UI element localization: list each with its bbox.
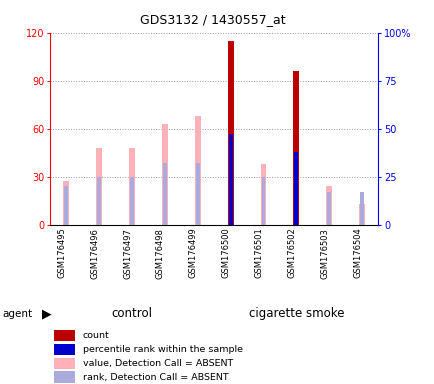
Bar xyxy=(163,163,167,225)
Text: control: control xyxy=(112,308,152,320)
Text: GSM176502: GSM176502 xyxy=(287,228,296,278)
Bar xyxy=(227,41,233,225)
Text: value, Detection Call = ABSENT: value, Detection Call = ABSENT xyxy=(82,359,232,367)
Text: GSM176501: GSM176501 xyxy=(254,228,263,278)
Text: GSM176504: GSM176504 xyxy=(352,228,361,278)
Bar xyxy=(54,358,75,369)
Text: GSM176499: GSM176499 xyxy=(188,228,197,278)
Text: count: count xyxy=(82,331,109,340)
Bar xyxy=(54,344,75,355)
Text: GSM176498: GSM176498 xyxy=(156,228,164,278)
Bar xyxy=(96,148,102,225)
Bar xyxy=(130,177,134,225)
Bar xyxy=(64,186,68,225)
Bar xyxy=(97,177,101,225)
Bar xyxy=(294,152,298,225)
Bar xyxy=(326,192,330,225)
Bar xyxy=(195,163,199,225)
Text: rank, Detection Call = ABSENT: rank, Detection Call = ABSENT xyxy=(82,372,228,382)
Bar xyxy=(261,177,265,225)
Bar xyxy=(161,124,168,225)
Text: ▶: ▶ xyxy=(42,308,52,320)
Text: percentile rank within the sample: percentile rank within the sample xyxy=(82,345,242,354)
Text: GDS3132 / 1430557_at: GDS3132 / 1430557_at xyxy=(140,13,285,26)
Bar xyxy=(194,116,201,225)
Text: GSM176500: GSM176500 xyxy=(221,228,230,278)
Bar xyxy=(260,164,266,225)
Text: agent: agent xyxy=(2,309,32,319)
Bar xyxy=(293,71,299,225)
Bar xyxy=(359,192,363,225)
Text: GSM176497: GSM176497 xyxy=(123,228,132,278)
Bar xyxy=(54,371,75,382)
Bar xyxy=(129,148,135,225)
Text: cigarette smoke: cigarette smoke xyxy=(248,308,343,320)
Text: GSM176496: GSM176496 xyxy=(90,228,99,278)
Bar xyxy=(326,186,332,225)
Bar xyxy=(228,134,232,225)
Bar xyxy=(54,330,75,341)
Bar xyxy=(63,182,69,225)
Text: GSM176495: GSM176495 xyxy=(57,228,66,278)
Bar xyxy=(358,204,364,225)
Text: GSM176503: GSM176503 xyxy=(319,228,329,278)
